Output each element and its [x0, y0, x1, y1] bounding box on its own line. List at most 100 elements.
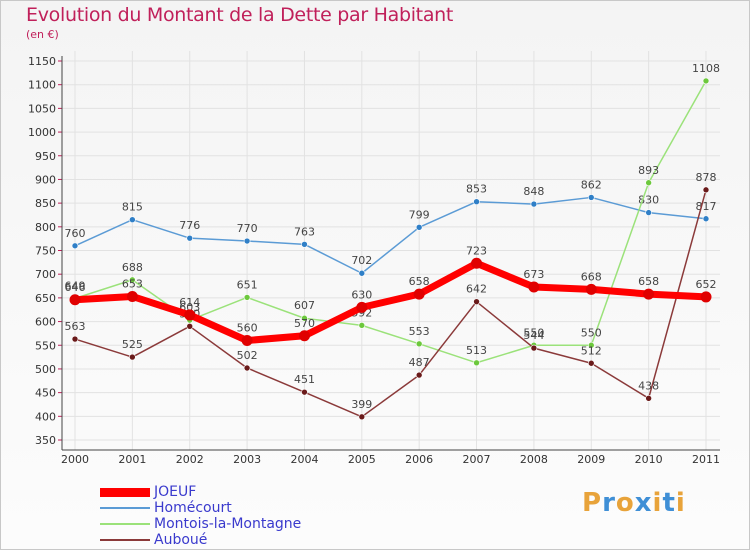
- data-label-montois-la-montagne: 607: [294, 299, 315, 312]
- data-label-hom-court: 817: [696, 200, 717, 213]
- proxiti-logo: Proxiti: [582, 488, 686, 518]
- y-tick-label: 950: [35, 150, 56, 163]
- y-tick-label: 1150: [28, 55, 56, 68]
- data-label-hom-court: 760: [65, 227, 86, 240]
- data-label-aubou-: 642: [466, 283, 487, 296]
- data-label-montois-la-montagne: 1108: [692, 62, 720, 75]
- data-label-joeuf: 658: [409, 275, 430, 288]
- data-point-hom-court: [587, 194, 595, 201]
- data-label-aubou-: 487: [409, 356, 430, 369]
- data-point-aubou-: [645, 395, 652, 402]
- legend-label-joeuf: JOEUF: [154, 484, 197, 500]
- series-line-hom-court: [74, 196, 707, 274]
- data-point-hom-court: [186, 234, 194, 242]
- data-point-hom-court: [645, 209, 652, 216]
- data-point-joeuf: [471, 257, 483, 269]
- data-point-hom-court: [415, 223, 423, 231]
- x-tick-label: 2000: [61, 453, 89, 466]
- data-label-joeuf: 570: [294, 317, 315, 330]
- data-point-hom-court: [530, 200, 538, 208]
- data-label-montois-la-montagne: 688: [122, 261, 143, 274]
- data-label-joeuf: 646: [65, 281, 86, 294]
- data-point-hom-court: [71, 242, 79, 250]
- data-label-aubou-: 451: [294, 373, 315, 386]
- legend-label-hom-court: Homécourt: [154, 500, 232, 516]
- data-point-montois-la-montagne: [301, 314, 308, 322]
- legend-label-aubou-: Auboué: [154, 532, 208, 548]
- data-label-aubou-: 438: [638, 379, 659, 392]
- data-point-joeuf: [241, 335, 253, 347]
- data-label-hom-court: 799: [409, 208, 430, 221]
- x-tick-label: 2005: [348, 453, 376, 466]
- y-tick-label: 450: [35, 387, 56, 400]
- data-point-aubou-: [473, 298, 480, 305]
- x-tick-label: 2010: [635, 453, 663, 466]
- data-label-montois-la-montagne: 513: [466, 344, 487, 357]
- y-tick-label: 800: [35, 221, 56, 234]
- logo-letter: o: [615, 488, 635, 518]
- data-label-joeuf: 630: [351, 288, 372, 301]
- data-point-montois-la-montagne: [415, 340, 423, 348]
- data-point-montois-la-montagne: [587, 341, 595, 349]
- y-tick-label: 500: [35, 363, 56, 376]
- data-point-joeuf: [356, 301, 368, 313]
- chart-title: Evolution du Montant de la Dette par Hab…: [26, 4, 454, 26]
- data-point-hom-court: [301, 241, 308, 248]
- data-point-hom-court: [702, 215, 710, 223]
- logo-letter: t: [662, 488, 676, 518]
- data-point-joeuf: [126, 290, 138, 302]
- data-point-aubou-: [702, 186, 710, 194]
- logo-letter: P: [582, 488, 603, 518]
- data-label-joeuf: 668: [581, 270, 602, 283]
- legend-swatch-hom-court: [100, 507, 150, 509]
- data-point-montois-la-montagne: [645, 179, 652, 187]
- x-tick-label: 2011: [692, 453, 720, 466]
- data-point-hom-court: [243, 237, 251, 245]
- series-line-joeuf: [71, 259, 710, 345]
- data-point-montois-la-montagne: [358, 322, 366, 329]
- x-tick-label: 2001: [118, 453, 146, 466]
- x-tick-label: 2008: [520, 453, 548, 466]
- data-label-aubou-: 512: [581, 344, 602, 357]
- x-tick-label: 2007: [463, 453, 491, 466]
- data-label-montois-la-montagne: 550: [523, 326, 544, 339]
- data-label-hom-court: 848: [523, 185, 544, 198]
- data-point-aubou-: [301, 388, 308, 396]
- data-label-aubou-: 399: [351, 398, 372, 411]
- data-point-joeuf: [700, 291, 712, 303]
- data-point-hom-court: [129, 216, 136, 224]
- data-point-joeuf: [528, 281, 540, 293]
- data-label-montois-la-montagne: 550: [581, 326, 602, 339]
- data-label-hom-court: 770: [237, 222, 258, 235]
- y-tick-label: 1100: [28, 79, 56, 92]
- data-label-joeuf: 723: [466, 244, 487, 257]
- data-label-hom-court: 853: [466, 183, 487, 196]
- data-point-joeuf: [413, 288, 425, 300]
- y-tick-label: 550: [35, 339, 56, 352]
- data-label-joeuf: 652: [696, 278, 717, 291]
- data-label-aubou-: 525: [122, 338, 143, 351]
- data-point-aubou-: [186, 322, 194, 330]
- x-tick-label: 2002: [176, 453, 204, 466]
- y-tick-label: 400: [35, 410, 56, 423]
- y-tick-label: 850: [35, 197, 56, 210]
- chart-subtitle: (en €): [26, 28, 59, 41]
- data-label-joeuf: 614: [179, 296, 200, 309]
- x-tick-label: 2006: [405, 453, 433, 466]
- data-label-aubou-: 563: [65, 320, 86, 333]
- data-point-montois-la-montagne: [243, 294, 251, 301]
- data-label-montois-la-montagne: 649: [65, 279, 86, 292]
- data-label-hom-court: 702: [351, 254, 372, 267]
- y-tick-label: 1050: [28, 102, 56, 115]
- data-point-aubou-: [587, 359, 595, 367]
- data-label-montois-la-montagne: 651: [237, 278, 258, 291]
- data-point-aubou-: [129, 353, 136, 361]
- legend-swatch-aubou-: [100, 539, 150, 541]
- data-point-aubou-: [358, 413, 366, 421]
- data-label-joeuf: 653: [122, 277, 143, 290]
- data-label-joeuf: 673: [523, 268, 544, 281]
- data-point-aubou-: [243, 364, 251, 372]
- logo-letter: x: [634, 488, 653, 518]
